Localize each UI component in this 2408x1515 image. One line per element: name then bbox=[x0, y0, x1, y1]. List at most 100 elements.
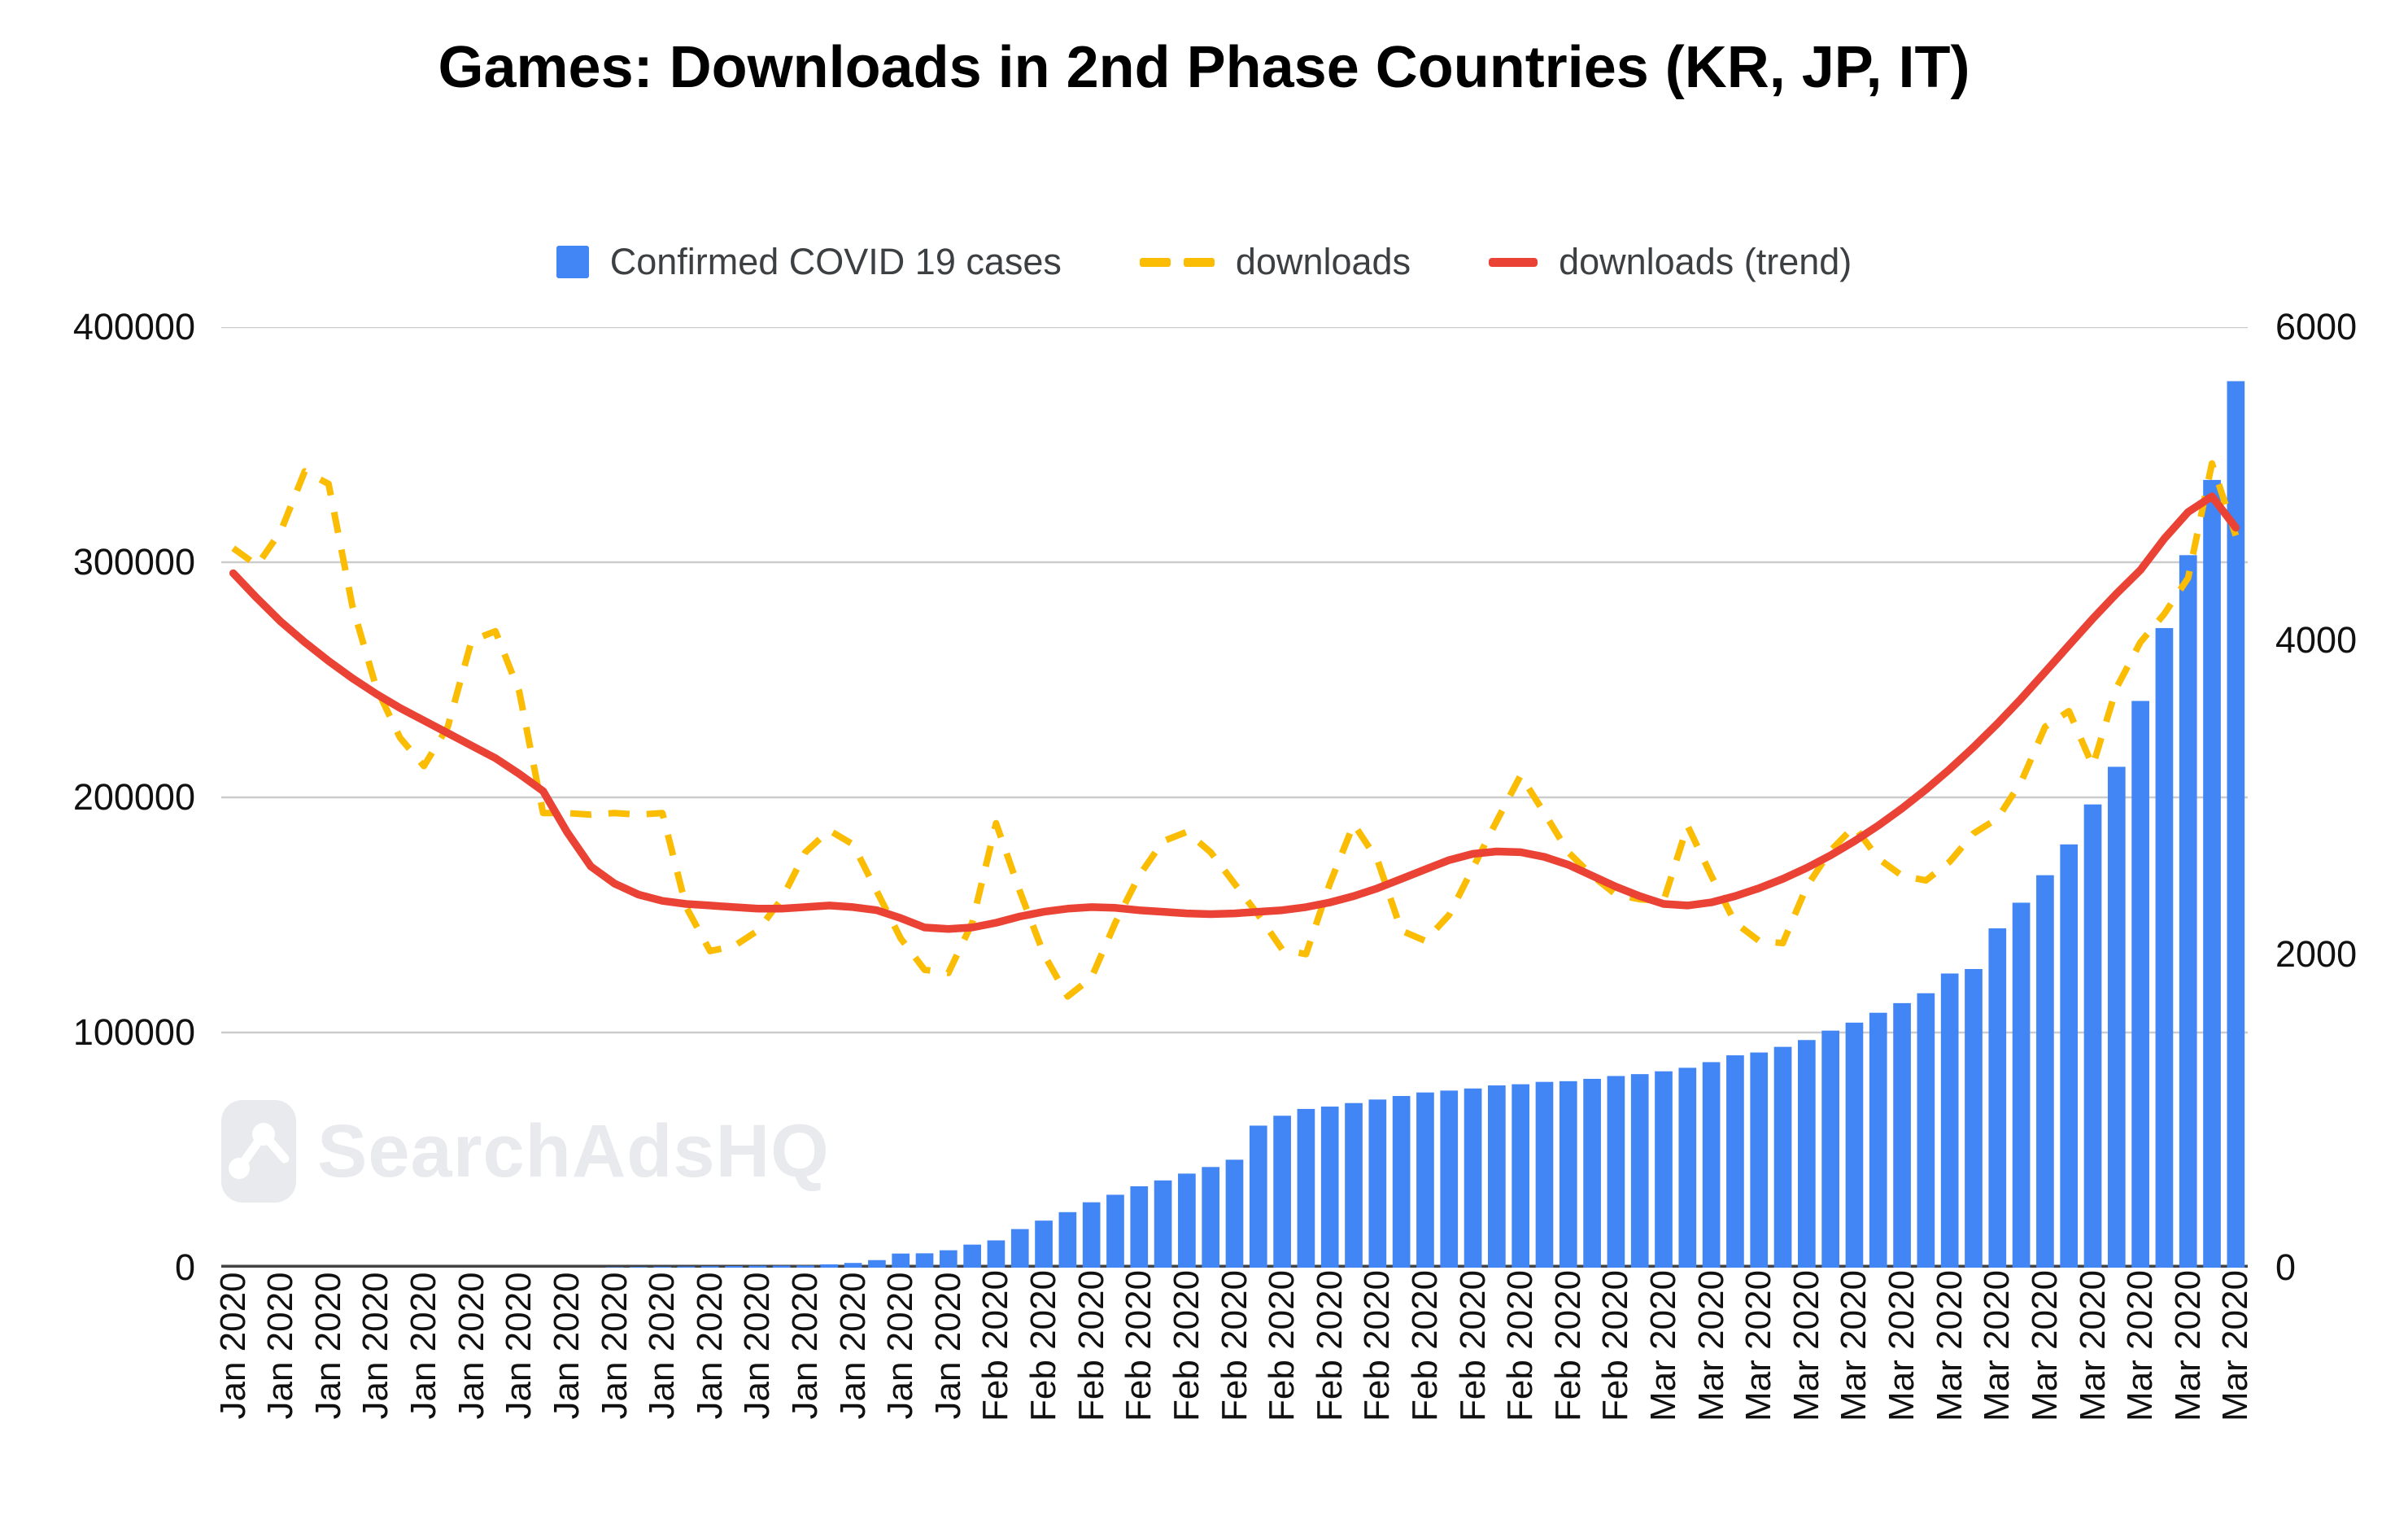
trend-line bbox=[229, 492, 2240, 933]
bar bbox=[1965, 968, 1983, 1268]
bar bbox=[700, 1266, 719, 1268]
y-axis-left-tick: 300000 bbox=[72, 541, 195, 583]
legend-label-cases: Confirmed COVID 19 cases bbox=[609, 241, 1062, 282]
x-axis-tick: Jan 2020 bbox=[737, 1272, 778, 1420]
x-axis-tick: Feb 2020 bbox=[1357, 1270, 1398, 1421]
chart-title: Games: Downloads in 2nd Phase Countries … bbox=[438, 35, 1970, 100]
bar bbox=[1010, 1229, 1029, 1268]
x-axis-tick: Jan 2020 bbox=[832, 1272, 873, 1420]
bar bbox=[1082, 1202, 1101, 1268]
bar bbox=[1345, 1102, 1363, 1268]
legend: Confirmed COVID 19 cases downloads downl… bbox=[0, 241, 2408, 283]
bar bbox=[1988, 928, 2007, 1268]
legend-item-trend: downloads (trend) bbox=[1489, 241, 1852, 283]
bar bbox=[1512, 1084, 1530, 1268]
y-axis-left-tick: 0 bbox=[174, 1246, 195, 1288]
y-axis-right-tick: 2000 bbox=[2275, 932, 2358, 975]
x-axis-tick: Jan 2020 bbox=[784, 1272, 825, 1420]
x-axis-tick: Mar 2020 bbox=[1882, 1270, 1922, 1421]
x-axis-tick: Feb 2020 bbox=[1452, 1270, 1493, 1421]
legend-label-downloads: downloads bbox=[1235, 241, 1411, 282]
legend-label-trend: downloads (trend) bbox=[1559, 241, 1852, 282]
cases-swatch-icon bbox=[556, 246, 589, 278]
bar bbox=[2155, 627, 2174, 1268]
x-axis-tick: Mar 2020 bbox=[2167, 1270, 2208, 1421]
bar bbox=[892, 1253, 910, 1268]
bar bbox=[796, 1265, 814, 1268]
bar bbox=[1845, 1022, 1864, 1268]
x-axis-tick: Mar 2020 bbox=[1929, 1270, 1970, 1421]
bar bbox=[748, 1265, 767, 1268]
x-axis-tick: Jan 2020 bbox=[308, 1272, 348, 1420]
x-axis-tick: Feb 2020 bbox=[1309, 1270, 1350, 1421]
x-axis-tick: Jan 2020 bbox=[212, 1272, 253, 1420]
line-chart-logo-icon bbox=[221, 1100, 296, 1203]
x-axis-tick: Feb 2020 bbox=[1214, 1270, 1254, 1421]
x-axis-tick: Feb 2020 bbox=[1404, 1270, 1445, 1421]
bar bbox=[1773, 1046, 1792, 1268]
x-axis-tick: Jan 2020 bbox=[689, 1272, 730, 1420]
bar bbox=[1607, 1076, 1625, 1268]
x-axis-tick: Mar 2020 bbox=[1786, 1270, 1826, 1421]
watermark: SearchAdsHQ bbox=[221, 1100, 830, 1203]
x-axis-tick: Mar 2020 bbox=[2120, 1270, 2161, 1421]
bar bbox=[2107, 766, 2126, 1268]
bar bbox=[1154, 1180, 1172, 1268]
bar bbox=[1535, 1081, 1554, 1268]
downloads-line bbox=[231, 460, 2240, 1000]
bar bbox=[653, 1266, 672, 1268]
y-axis-right-tick: 4000 bbox=[2275, 619, 2358, 661]
x-axis-tick: Mar 2020 bbox=[1690, 1270, 1731, 1421]
bar bbox=[1273, 1116, 1291, 1268]
x-axis-tick: Jan 2020 bbox=[260, 1272, 301, 1420]
bar bbox=[1368, 1099, 1387, 1268]
x-axis-tick: Jan 2020 bbox=[880, 1272, 921, 1420]
bar bbox=[987, 1240, 1006, 1268]
bar bbox=[1202, 1167, 1220, 1268]
bar bbox=[1702, 1062, 1721, 1268]
y-axis-left-tick: 200000 bbox=[72, 776, 195, 818]
bar bbox=[1940, 973, 1959, 1268]
x-axis-tick: Jan 2020 bbox=[356, 1272, 396, 1420]
bar bbox=[2179, 555, 2197, 1268]
x-axis-tick: Jan 2020 bbox=[499, 1272, 539, 1420]
y-axis-left-tick: 100000 bbox=[72, 1011, 195, 1053]
x-axis-tick: Mar 2020 bbox=[1834, 1270, 1874, 1421]
x-axis-tick: Feb 2020 bbox=[1071, 1270, 1111, 1421]
bar bbox=[1797, 1040, 1816, 1268]
x-axis-tick: Mar 2020 bbox=[2024, 1270, 2065, 1421]
bar bbox=[1726, 1055, 1744, 1268]
bar bbox=[1249, 1125, 1267, 1268]
bar bbox=[1464, 1088, 1482, 1268]
x-axis-tick: Feb 2020 bbox=[975, 1270, 1016, 1421]
bar bbox=[1821, 1030, 1839, 1268]
bar bbox=[1035, 1220, 1053, 1268]
bar bbox=[2036, 875, 2054, 1268]
bar bbox=[1440, 1090, 1459, 1268]
x-axis-tick: Jan 2020 bbox=[642, 1272, 683, 1420]
bar bbox=[605, 1267, 624, 1268]
downloads-swatch-icon bbox=[1139, 257, 1215, 267]
bar bbox=[1058, 1212, 1077, 1268]
x-axis-tick: Feb 2020 bbox=[1119, 1270, 1159, 1421]
legend-item-downloads: downloads bbox=[1139, 241, 1411, 283]
bar bbox=[1392, 1096, 1411, 1268]
bar bbox=[630, 1267, 648, 1268]
x-axis-tick: Jan 2020 bbox=[451, 1272, 491, 1420]
x-axis-tick: Mar 2020 bbox=[2072, 1270, 2113, 1421]
x-axis-tick: Mar 2020 bbox=[1977, 1270, 2018, 1421]
bar bbox=[725, 1265, 743, 1268]
bar bbox=[1130, 1186, 1149, 1268]
watermark-text: SearchAdsHQ bbox=[317, 1109, 830, 1193]
combo-chart bbox=[221, 327, 2248, 1268]
bar bbox=[1750, 1052, 1769, 1268]
bar bbox=[772, 1265, 791, 1268]
bar bbox=[1178, 1173, 1196, 1268]
x-axis-tick: Jan 2020 bbox=[594, 1272, 635, 1420]
trend-swatch-icon bbox=[1489, 257, 1538, 267]
bar bbox=[1583, 1078, 1601, 1268]
bar bbox=[2203, 479, 2221, 1268]
x-axis-tick: Feb 2020 bbox=[1547, 1270, 1588, 1421]
bar bbox=[1320, 1107, 1339, 1268]
x-axis-tick: Jan 2020 bbox=[927, 1272, 968, 1420]
